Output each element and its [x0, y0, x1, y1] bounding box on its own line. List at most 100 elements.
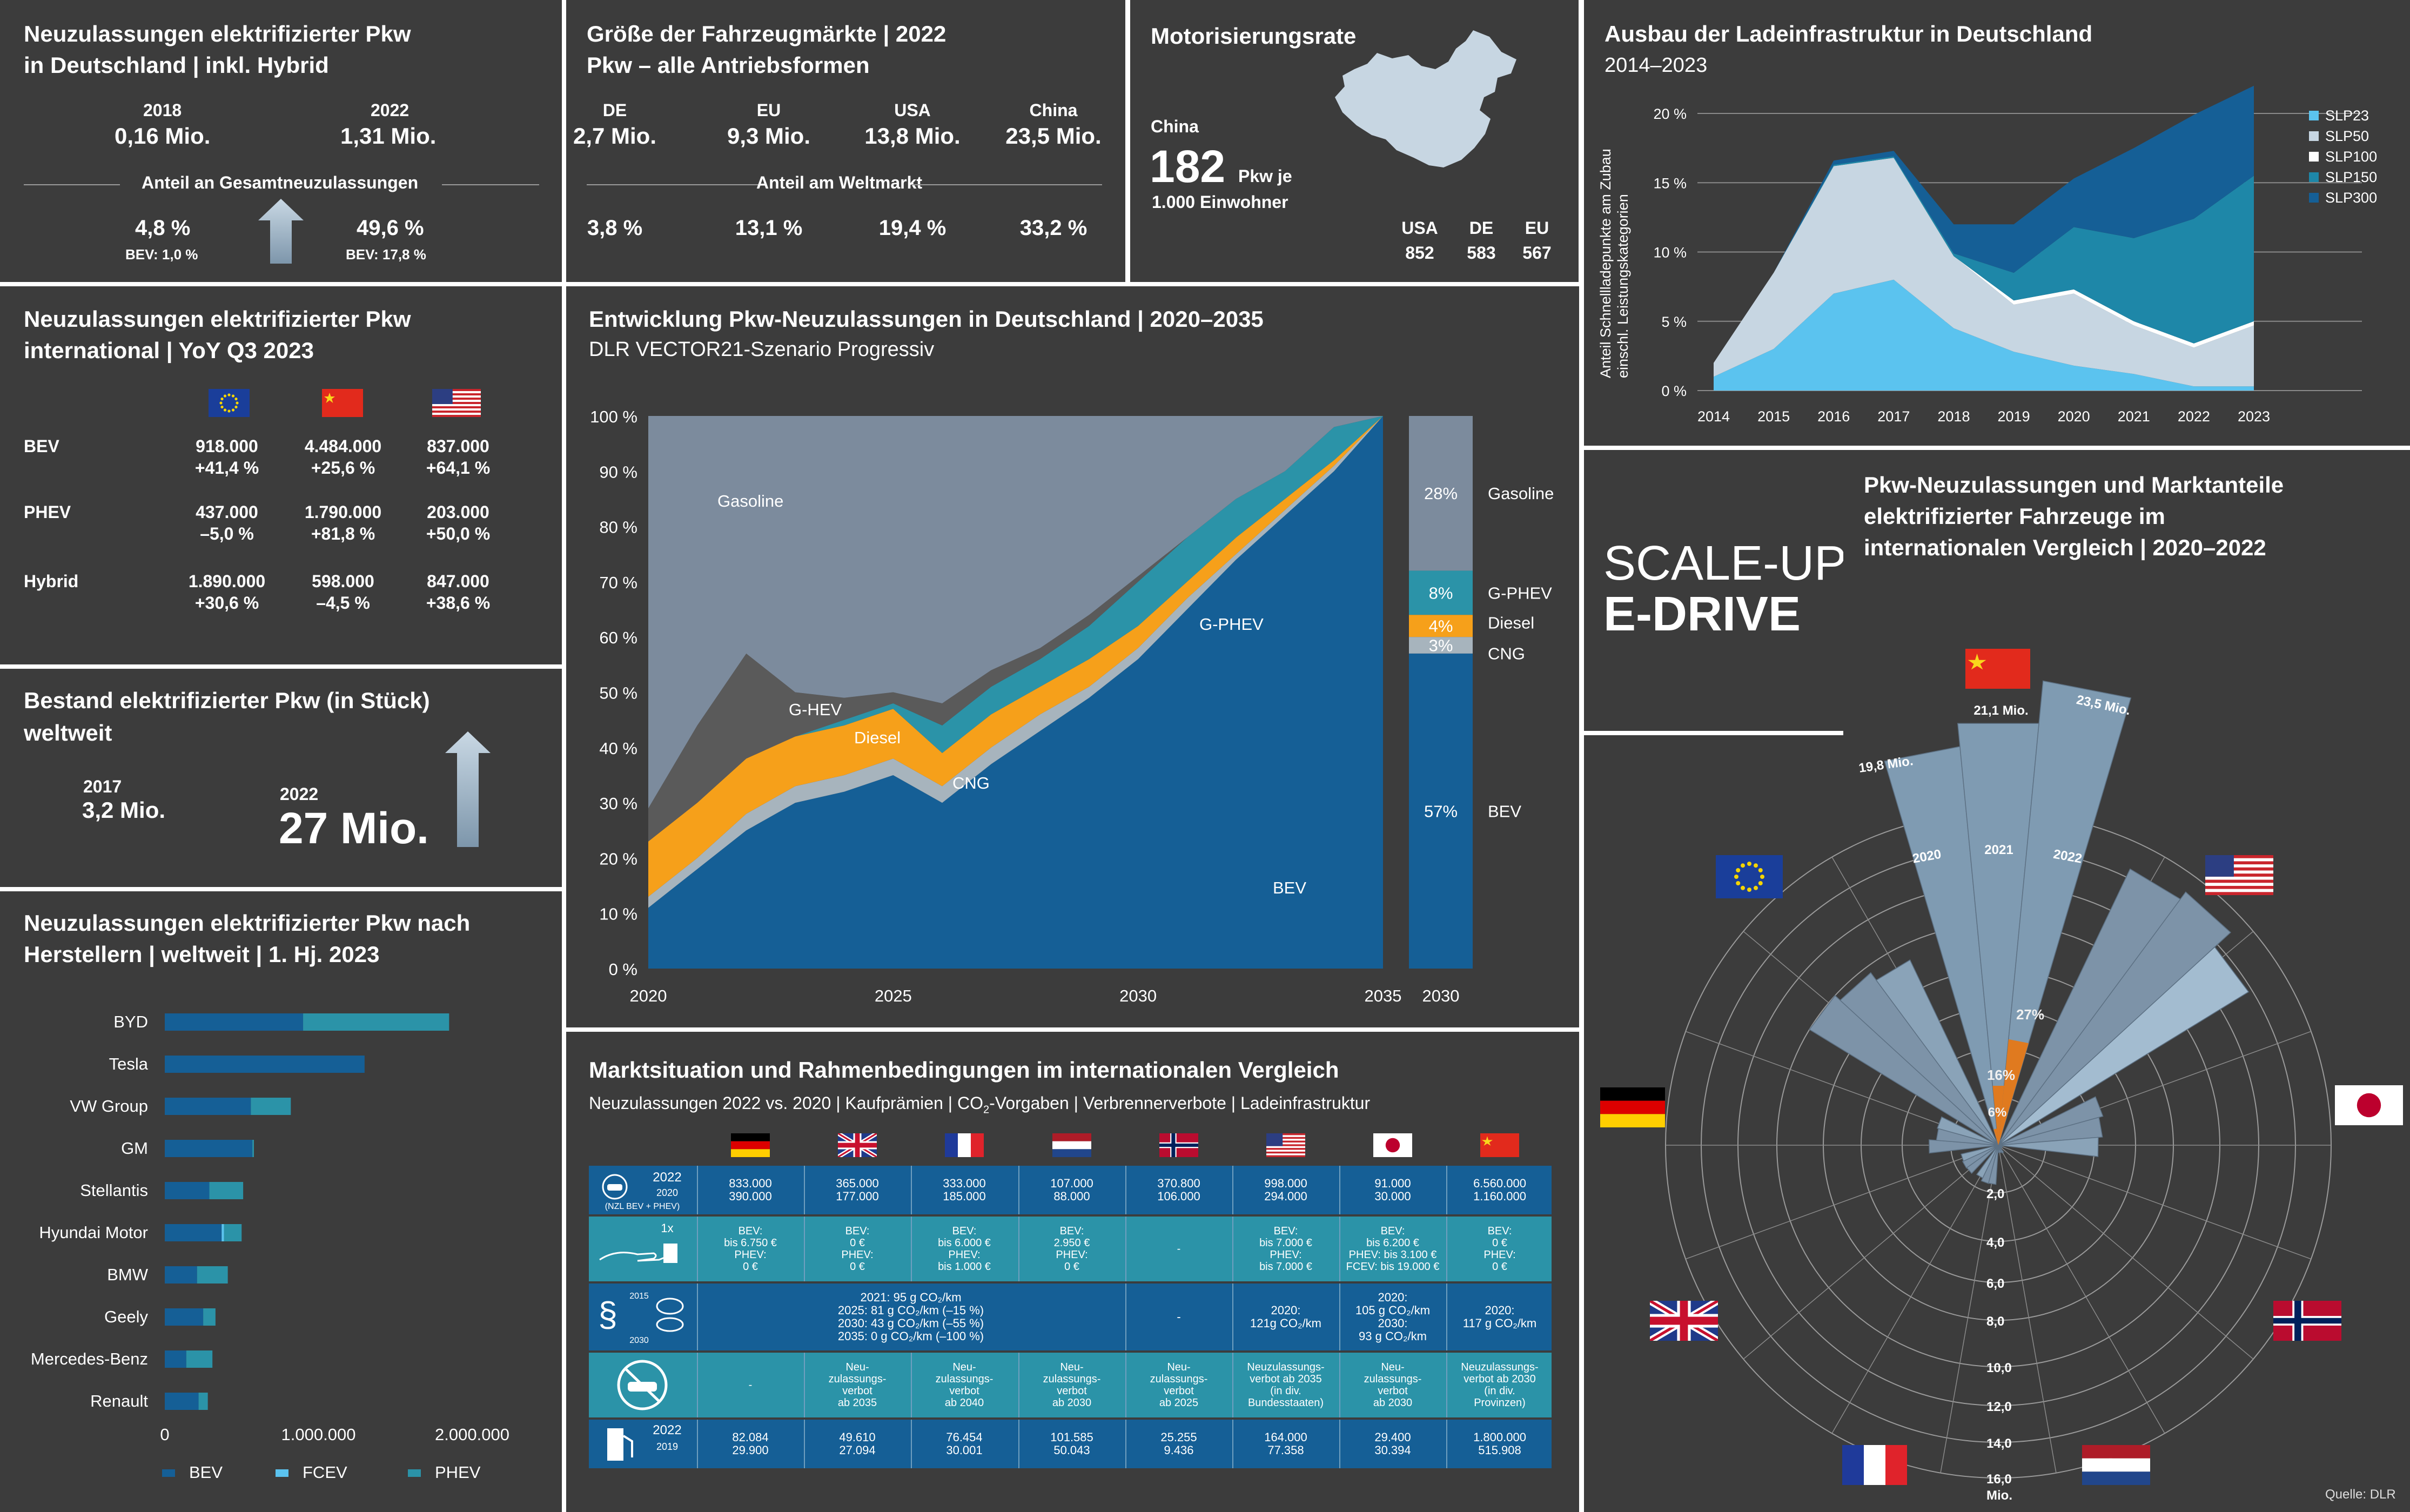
- row-label: 2019: [656, 1441, 679, 1452]
- cell-value: 918.000: [196, 436, 258, 456]
- table-cell: 91.000: [1374, 1177, 1411, 1190]
- table-divider: [1339, 1166, 1340, 1214]
- year-label: 2017: [83, 777, 122, 796]
- share-label: 16%: [1987, 1067, 2015, 1083]
- cell-value: 598.000: [312, 572, 374, 591]
- table-cell: 27.094: [839, 1443, 876, 1457]
- row-label: 2030: [629, 1336, 649, 1345]
- panel-title: internationalen Vergleich | 2020–2022: [1864, 535, 2266, 560]
- table-cell: 25.255: [1160, 1430, 1197, 1444]
- flag-band: [1052, 1133, 1091, 1141]
- bar-series-label: G-PHEV: [1488, 583, 1552, 602]
- table-cell: 2035: 0 g CO₂/km (–100 %): [837, 1329, 984, 1343]
- legend-label: PHEV: [435, 1463, 481, 1482]
- flag-band: [1885, 1445, 1907, 1485]
- row-label: 2015: [629, 1292, 649, 1301]
- table-cell: FCEV: bis 19.000 €: [1346, 1261, 1440, 1273]
- table-cell: -: [748, 1379, 753, 1391]
- eu-star: [1736, 868, 1741, 872]
- bar-segment-gasoline: [1409, 416, 1473, 571]
- flag-band: [1842, 1445, 1864, 1485]
- flag-bg: [1480, 1133, 1519, 1157]
- polar-bar-usa: [1998, 946, 2250, 1146]
- area-slp23: [1714, 279, 2254, 391]
- cell-value: 837.000: [427, 436, 489, 456]
- legend-swatch: [2309, 193, 2319, 203]
- table-cell: 30.000: [1374, 1190, 1411, 1203]
- table-cell: 76.454: [946, 1430, 983, 1444]
- polar-bar-vereinigtes-königreich: [1961, 1145, 1999, 1162]
- market-share: 19,4 %: [878, 216, 946, 240]
- divider: [442, 184, 539, 185]
- paragraph-icon: §: [598, 1295, 617, 1334]
- table-cell: bis 6.200 €: [1366, 1237, 1419, 1249]
- bar-phev: [186, 1350, 213, 1368]
- charging-area-chart: 0 % 5 % 10 % 15 % 20 % 2014 2015 2016 2017 2018 20…: [1653, 85, 2377, 425]
- table-cell: 833.000: [729, 1177, 772, 1190]
- scenario-area-chart: 0 % 10 % 20 % 30 % 40 % 50 % 60 % 70 % 80 % 90 % 1…: [590, 407, 1554, 1005]
- flag-stripe: [1266, 1137, 1305, 1139]
- legend-swatch: [162, 1469, 175, 1477]
- flag-band: [1600, 1114, 1665, 1127]
- flag-stripe: [2205, 885, 2273, 889]
- country-name: EU: [1525, 218, 1549, 238]
- table-divider: [1232, 1166, 1233, 1214]
- table-divider: [911, 1420, 912, 1468]
- table-cell: 294.000: [1264, 1190, 1307, 1203]
- table-divider: [1446, 1353, 1447, 1417]
- y-tick-label: 15 %: [1653, 175, 1687, 191]
- table-cell: 2.950 €: [1053, 1237, 1090, 1249]
- panel-title: Bestand elektrifizierter Pkw (in Stück): [24, 688, 430, 713]
- bev-share: BEV: 1,0 %: [125, 246, 198, 263]
- flag-cross: [1159, 1143, 1198, 1147]
- norway-flag-icon: [2273, 1301, 2341, 1341]
- table-divider: [1232, 1353, 1233, 1417]
- flag-band: [2082, 1445, 2150, 1459]
- usa-flag-icon: [2205, 855, 2273, 895]
- cell-change: +38,6 %: [426, 593, 491, 613]
- flag-stripe: [2205, 855, 2273, 858]
- bar-bev: [165, 1308, 204, 1326]
- flag-cross: [2273, 1318, 2341, 1324]
- unit-label: Pkw je: [1238, 166, 1292, 186]
- table-cell: Neuzulassungs-: [1461, 1361, 1539, 1373]
- table-cell: 998.000: [1264, 1177, 1307, 1190]
- table-cell: 121g CO₂/km: [1250, 1316, 1322, 1330]
- bar-value-label: 21,1 Mio.: [1973, 703, 2028, 718]
- bar-bev: [165, 1393, 199, 1410]
- bar-bev: [165, 1224, 222, 1241]
- table-cell: 177.000: [836, 1190, 879, 1203]
- table-divider: [1125, 1420, 1126, 1468]
- bar-bev: [165, 1056, 365, 1073]
- flag-stripe: [1266, 1140, 1305, 1143]
- eu-star: [1734, 875, 1738, 879]
- table-divider: [697, 1420, 698, 1468]
- table-divider: [1446, 1217, 1447, 1281]
- panel-subtitle: Neuzulassungen 2022 vs. 2020 | Kaufprämi…: [589, 1093, 1370, 1116]
- table-cell: 88.000: [1053, 1190, 1090, 1203]
- legend-swatch: [2309, 131, 2319, 141]
- x-tick-label: 2018: [1937, 408, 1970, 425]
- table-cell: Neu-: [1167, 1361, 1191, 1373]
- flag-stripe: [1266, 1133, 1305, 1135]
- y-tick-label: 0 %: [609, 960, 637, 979]
- flag-band: [2082, 1471, 2150, 1485]
- eu-star: [1741, 863, 1745, 868]
- bar-phev: [209, 1182, 244, 1199]
- area-slp100: [1714, 158, 2254, 363]
- value: 3,2 Mio.: [82, 797, 166, 823]
- table-cell: 0 €: [1064, 1261, 1079, 1273]
- table-cell: 50.043: [1053, 1443, 1090, 1457]
- series-label: BEV: [1273, 878, 1306, 897]
- table-cell: bis 6.000 €: [938, 1237, 991, 1249]
- eu-star: [1758, 881, 1763, 885]
- table-cell: Bundesstaaten): [1247, 1397, 1324, 1409]
- legend-swatch: [2309, 152, 2319, 162]
- table-cell: BEV:: [1380, 1225, 1405, 1237]
- eu-star: [1758, 868, 1763, 872]
- table-divider: [1018, 1217, 1019, 1281]
- y-tick-label: 20 %: [1653, 106, 1687, 122]
- table-cell: 6.560.000: [1473, 1177, 1526, 1190]
- table-divider: [697, 1283, 698, 1350]
- unit-label: 1.000 Einwohner: [1152, 192, 1288, 212]
